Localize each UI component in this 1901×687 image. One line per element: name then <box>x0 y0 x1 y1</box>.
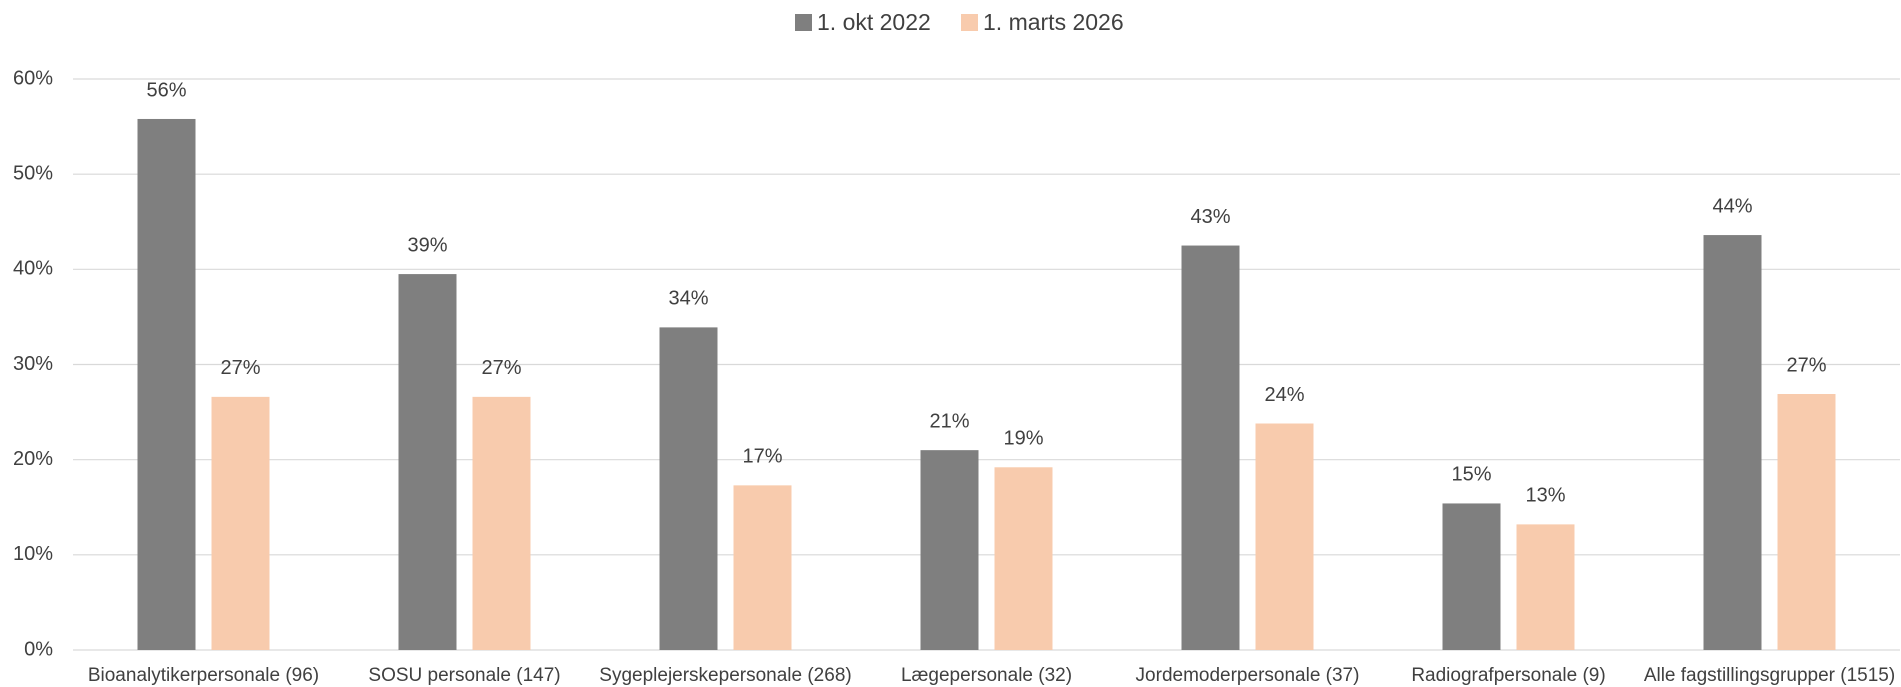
y-tick-label: 10% <box>13 543 53 565</box>
y-tick-label: 30% <box>13 353 53 375</box>
data-label: 19% <box>1003 428 1043 450</box>
bar <box>733 485 792 650</box>
x-tick-label: Alle fagstillingsgrupper (1515) <box>1644 665 1895 686</box>
data-label: 24% <box>1264 384 1304 406</box>
data-label: 27% <box>1786 354 1826 376</box>
x-tick-label: Lægepersonale (32) <box>901 665 1072 686</box>
data-label: 39% <box>407 234 447 256</box>
x-tick-label: SOSU personale (147) <box>368 665 560 686</box>
bar <box>1255 423 1314 650</box>
bar <box>137 118 196 651</box>
bar <box>211 396 270 650</box>
bar <box>994 467 1053 650</box>
bar <box>398 274 457 650</box>
bar <box>1703 235 1762 650</box>
data-label: 13% <box>1525 485 1565 507</box>
bar <box>920 450 979 650</box>
x-tick-label: Radiografpersonale (9) <box>1411 665 1605 686</box>
data-label: 27% <box>220 357 260 379</box>
data-label: 44% <box>1712 195 1752 217</box>
y-tick-label: 0% <box>24 638 53 660</box>
data-label: 56% <box>146 79 186 101</box>
data-label: 34% <box>668 288 708 310</box>
bar <box>1181 245 1240 650</box>
data-label: 17% <box>742 446 782 468</box>
bar <box>1516 524 1575 650</box>
x-tick-label: Sygeplejerskepersonale (268) <box>599 665 851 686</box>
x-tick-label: Jordemoderpersonale (37) <box>1136 665 1360 686</box>
data-label: 15% <box>1451 464 1491 486</box>
y-tick-label: 50% <box>13 162 53 184</box>
data-label: 43% <box>1190 206 1230 228</box>
y-tick-label: 40% <box>13 258 53 280</box>
bar <box>472 396 531 650</box>
bar <box>659 327 718 650</box>
bar <box>1442 503 1501 650</box>
legend-label: 1. marts 2026 <box>983 9 1124 35</box>
data-label: 21% <box>929 410 969 432</box>
x-tick-label: Bioanalytikerpersonale (96) <box>88 665 319 686</box>
bar <box>1777 394 1836 650</box>
y-tick-label: 60% <box>13 67 53 89</box>
legend-swatch <box>795 14 812 31</box>
legend-swatch <box>961 14 978 31</box>
y-tick-label: 20% <box>13 448 53 470</box>
legend-label: 1. okt 2022 <box>817 9 931 35</box>
data-label: 27% <box>481 357 521 379</box>
